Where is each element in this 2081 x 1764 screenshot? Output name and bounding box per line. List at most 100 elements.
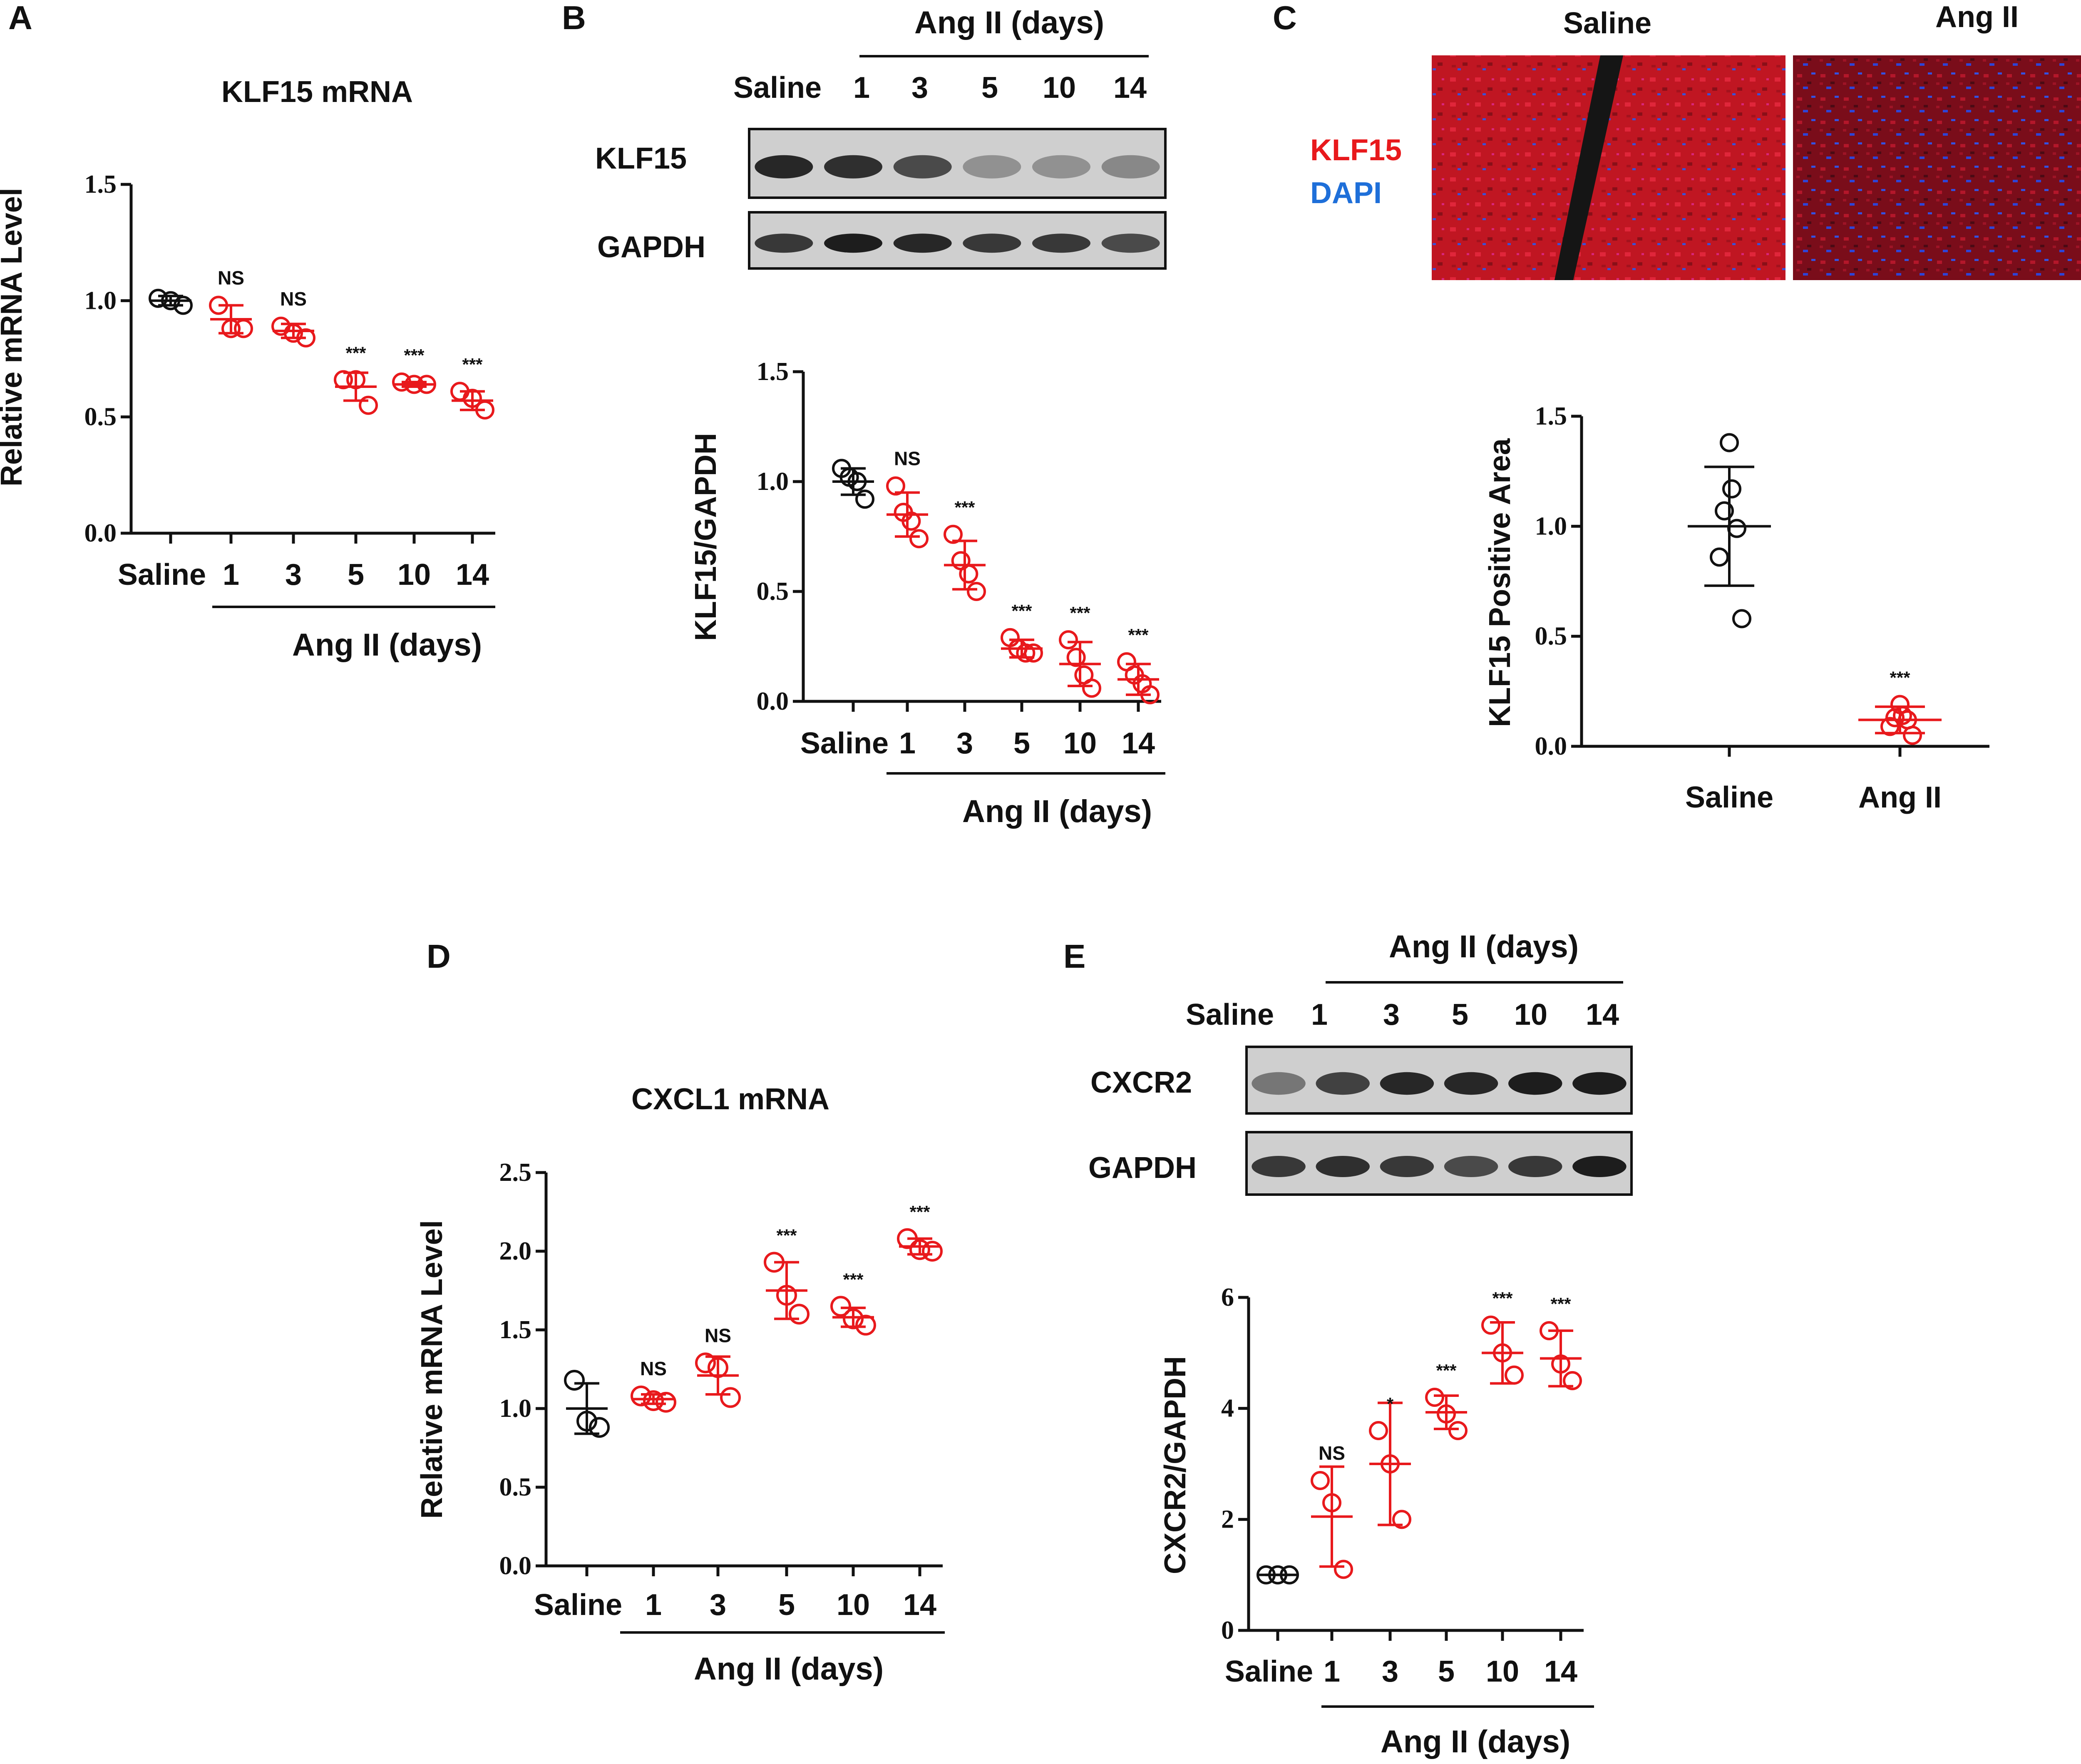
micrograph-label-saline: Saline — [1563, 7, 1651, 40]
blot-band — [1252, 1072, 1306, 1095]
significance-label: NS — [280, 288, 307, 310]
micrograph-tissue-gap — [1555, 55, 1623, 280]
x-category-label: Saline — [800, 727, 889, 760]
stain-label-dapi: DAPI — [1310, 176, 1382, 210]
data-point — [1890, 695, 1910, 714]
data-point — [475, 400, 494, 420]
data-point — [1563, 1371, 1582, 1390]
significance-label: *** — [1436, 1361, 1457, 1380]
blot-row-label: CXCR2 — [1090, 1066, 1192, 1099]
blot-membrane — [748, 128, 1167, 199]
data-point — [789, 1304, 810, 1325]
blot-band — [755, 155, 813, 179]
data-point — [1016, 643, 1036, 663]
data-point — [1732, 609, 1751, 629]
group-label: Ang II (days) — [962, 794, 1152, 829]
blot-lane-label: 1 — [853, 71, 870, 104]
y-tick-label: 0.5 — [1535, 622, 1567, 651]
micrograph-label-ang-ii: Ang II — [1935, 0, 2019, 34]
data-point — [1322, 1493, 1341, 1513]
western-blot-cxcr2: Ang II (days) Saline 1 3 5 10 14 CXCR2 GAPDH — [1088, 929, 1633, 1196]
panel-letter-b: B — [562, 0, 586, 36]
y-tick-label: 2.0 — [499, 1237, 532, 1265]
data-point — [843, 1308, 864, 1329]
data-point — [1280, 1565, 1299, 1585]
data-point — [643, 1390, 664, 1411]
data-point — [149, 288, 168, 308]
data-point — [284, 323, 303, 343]
data-point — [1392, 1510, 1411, 1529]
blot-lane-label: Saline — [1186, 998, 1274, 1031]
y-tick-label: 1.0 — [1535, 512, 1567, 540]
data-point — [1334, 1560, 1353, 1579]
group-label: Ang II (days) — [1381, 1724, 1570, 1759]
x-category-label: 5 — [1438, 1655, 1455, 1688]
panel-letter-a: A — [8, 0, 32, 36]
significance-label: *** — [1070, 603, 1090, 623]
blot-band — [824, 155, 882, 179]
x-category-label: 3 — [710, 1588, 726, 1622]
data-point — [1710, 547, 1729, 567]
significance-label: *** — [345, 343, 366, 363]
y-tick-label: 1.0 — [84, 286, 117, 315]
data-point — [1268, 1565, 1287, 1585]
data-point — [1311, 1471, 1330, 1490]
blot-row-label: GAPDH — [1088, 1151, 1197, 1185]
y-tick-label: 1.5 — [499, 1316, 532, 1344]
data-point — [631, 1385, 651, 1406]
data-point — [1880, 717, 1900, 736]
data-point — [161, 291, 180, 311]
data-point — [656, 1391, 676, 1413]
significance-label: NS — [705, 1324, 731, 1346]
data-point — [359, 395, 378, 415]
x-category-label: 10 — [1063, 727, 1097, 760]
x-category-label: 3 — [1382, 1655, 1398, 1688]
y-axis-label: Relative mRNA Level — [0, 188, 28, 487]
significance-label: *** — [462, 355, 483, 374]
blot-row-label: GAPDH — [597, 231, 705, 264]
data-point — [296, 328, 315, 348]
x-category-label: 1 — [899, 727, 916, 760]
data-point — [1720, 433, 1739, 452]
blot-band — [1444, 1156, 1498, 1177]
y-tick-label: 0.5 — [499, 1473, 532, 1501]
y-tick-label: 2 — [1221, 1505, 1234, 1533]
y-tick-label: 0.5 — [84, 403, 117, 431]
data-point — [901, 512, 921, 531]
y-tick-label: 1.0 — [757, 467, 789, 496]
x-category-label: Saline — [1685, 781, 1773, 814]
data-point — [234, 319, 253, 338]
x-category-label: 1 — [223, 558, 239, 591]
blot-row-label: KLF15 — [595, 142, 687, 175]
blot-band — [1316, 1072, 1370, 1095]
chart-klf15-mrna: 0.0 0.5 1.0 1.5 Relative mRNA Level NS NS *** **… — [0, 170, 495, 663]
y-tick-label: 1.0 — [499, 1394, 532, 1423]
group-label: Ang II (days) — [292, 627, 482, 663]
significance-label: NS — [218, 267, 244, 289]
x-category-label: 10 — [1486, 1655, 1519, 1688]
y-axis-label: KLF15/GAPDH — [689, 433, 723, 641]
western-blot-klf15: Ang II (days) Saline 1 3 5 10 14 KLF15 GAPDH — [595, 5, 1167, 270]
blot-membrane — [748, 211, 1167, 270]
data-point — [1540, 1321, 1559, 1340]
blot-band — [1508, 1156, 1562, 1177]
x-category-label: 10 — [837, 1588, 870, 1622]
y-tick-label: 0.0 — [499, 1552, 532, 1580]
data-point — [463, 388, 482, 408]
x-category-label: Saline — [534, 1588, 622, 1622]
significance-label: *** — [1011, 601, 1032, 621]
chart-cxcl1-mrna: 0.0 0.5 1.0 1.5 2.0 2.5 Relative mRNA Level NS N… — [415, 1158, 945, 1687]
data-point — [417, 375, 436, 394]
y-tick-label: 1.5 — [1535, 402, 1567, 430]
data-point — [855, 489, 874, 509]
significance-label: NS — [640, 1358, 667, 1379]
data-point — [174, 296, 193, 315]
x-category-label: 14 — [456, 558, 489, 591]
y-tick-label: 0.0 — [84, 519, 117, 547]
data-point — [1481, 1315, 1500, 1335]
y-axis-label: Relative mRNA Level — [415, 1220, 449, 1519]
blot-band — [1572, 1156, 1627, 1177]
data-point — [897, 1228, 918, 1249]
